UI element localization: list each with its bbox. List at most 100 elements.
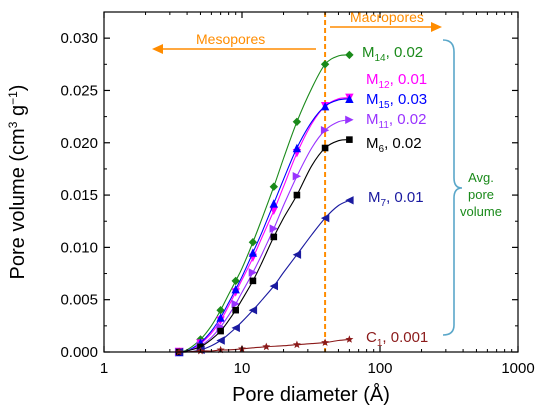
series-layer	[174, 50, 354, 357]
data-point-marker	[262, 342, 271, 351]
data-point-marker	[293, 191, 301, 199]
data-point-marker	[248, 268, 258, 277]
ticks-layer: 1 10 100 1000 0.000 0.005 0.010 0.015 0.020 0.025…	[60, 12, 535, 377]
data-point-marker	[248, 238, 258, 247]
series-label-subscript: 1	[377, 338, 383, 349]
series-label-name: M	[368, 189, 381, 206]
series-label-subscript: 14	[375, 53, 387, 64]
y-axis-title-main: Pore volume (cm	[7, 128, 29, 279]
data-point-marker	[248, 248, 258, 257]
y-axis-title-exp1: 3	[6, 121, 20, 128]
series-label-m7: M7, 0.01	[368, 189, 424, 209]
data-point-marker	[231, 285, 240, 294]
data-point-marker	[269, 224, 278, 233]
series-label-name: M	[366, 71, 379, 88]
series-line	[178, 54, 350, 353]
series-line	[179, 119, 350, 353]
series-label-name: M	[366, 135, 379, 152]
series-m14	[174, 50, 354, 357]
series-m6	[175, 136, 353, 356]
series-label-m15: M15, 0.03	[366, 91, 427, 111]
data-point-marker	[292, 143, 302, 153]
data-point-marker	[269, 199, 278, 208]
macropores-arrowhead	[431, 22, 442, 32]
data-point-marker	[292, 340, 301, 349]
data-point-marker	[292, 172, 302, 181]
data-point-marker	[345, 115, 354, 124]
data-point-marker	[216, 313, 225, 322]
macropores-annotation: Macropores	[330, 9, 442, 32]
series-label-value: , 0.01	[390, 71, 428, 88]
data-point-marker	[346, 136, 353, 143]
y-axis-title: Pore volume (cm3 g−1)	[6, 85, 29, 280]
avg-label-line2: pore	[468, 187, 494, 202]
series-label-name: M	[362, 44, 375, 61]
avg-bracket	[442, 39, 463, 336]
series-line	[179, 98, 350, 353]
axes-layer	[103, 11, 519, 353]
y-axis-title-end: )	[7, 85, 29, 92]
data-point-marker	[345, 94, 354, 103]
data-point-marker	[345, 50, 354, 60]
data-point-marker	[248, 306, 258, 315]
series-line	[179, 199, 350, 353]
series-label-value: , 0.02	[389, 111, 427, 128]
series-label-m6: M6, 0.02	[366, 135, 422, 155]
series-label-subscript: 15	[379, 100, 391, 111]
data-point-marker	[321, 338, 330, 346]
data-point-marker	[231, 299, 240, 309]
series-line	[179, 139, 350, 353]
series-label-value: , 0.03	[390, 91, 428, 108]
data-point-marker	[197, 343, 204, 351]
plot-frame	[103, 11, 519, 353]
y-tick-label: 0.020	[60, 135, 98, 152]
series-label-name: C	[366, 329, 377, 346]
data-point-marker	[320, 126, 330, 135]
data-point-marker	[269, 281, 278, 291]
x-tick-label: 100	[367, 360, 392, 377]
series-m15	[174, 94, 354, 357]
y-tick-label: 0.025	[60, 82, 98, 99]
series-label-value: , 0.001	[382, 329, 428, 346]
y-tick-label: 0.010	[60, 239, 98, 256]
x-tick-label: 10	[234, 360, 251, 377]
mesopores-arrowhead	[152, 44, 163, 54]
series-label-name: M	[366, 91, 379, 108]
data-point-marker	[231, 323, 240, 333]
data-point-marker	[292, 117, 302, 126]
series-label-c1: C1, 0.001	[366, 329, 428, 349]
data-point-marker	[249, 277, 257, 285]
series-label-value: , 0.01	[386, 189, 424, 206]
data-point-marker	[321, 144, 329, 152]
series-label-m12: M12, 0.01	[366, 71, 427, 91]
macropores-label: Macropores	[350, 9, 424, 25]
x-axis-title: Pore diameter (Å)	[232, 383, 390, 406]
data-point-marker	[216, 336, 225, 345]
series-label-subscript: 11	[379, 120, 390, 131]
series-line	[179, 338, 350, 353]
series-m12	[174, 93, 354, 357]
x-tick-label: 1000	[501, 360, 534, 377]
data-point-marker	[232, 306, 239, 314]
x-tick-label: 1	[100, 360, 108, 377]
y-tick-label: 0.030	[60, 30, 98, 47]
data-point-marker	[320, 60, 330, 69]
data-point-marker	[217, 327, 224, 335]
series-m11	[174, 115, 354, 357]
data-point-marker	[231, 276, 240, 286]
data-point-marker	[345, 335, 354, 343]
series-label-subscript: 12	[379, 80, 391, 91]
y-axis-title-exp2: −1	[6, 91, 20, 105]
series-label-value: , 0.02	[384, 135, 422, 152]
data-point-marker	[320, 102, 330, 111]
mesopores-label: Mesopores	[196, 31, 265, 47]
series-m7	[174, 196, 354, 357]
mesopores-annotation: Mesopores	[152, 31, 316, 54]
series-label-name: M	[366, 111, 379, 128]
series-label-m11: M11, 0.02	[366, 111, 426, 131]
y-tick-label: 0.005	[60, 292, 98, 309]
series-label-subscript: 7	[381, 198, 387, 209]
series-label-m14: M14, 0.02	[362, 44, 423, 64]
